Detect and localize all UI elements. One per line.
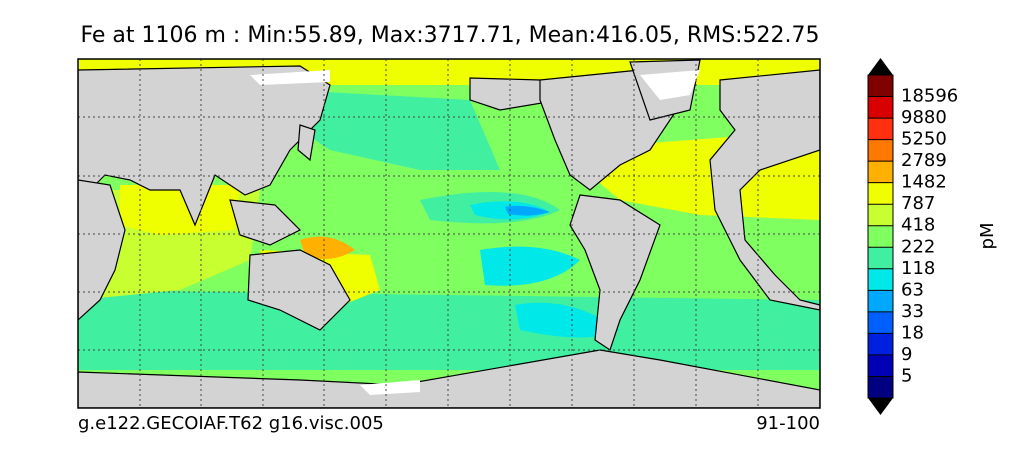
title: Fe at 1106 m : Min:55.89, Max:3717.71, M…	[80, 23, 819, 48]
colorbar-segment	[868, 290, 893, 313]
colorbar-segment	[868, 75, 893, 98]
colorbar-segment	[868, 247, 893, 270]
colorbar-tick-label: 5250	[901, 129, 947, 150]
colorbar-segment	[868, 118, 893, 141]
colorbar-segment	[868, 354, 893, 377]
colorbar-segment	[868, 268, 893, 291]
colorbar-segment	[868, 376, 893, 399]
colorbar-tick-label: 18596	[901, 86, 958, 107]
colorbar-tick-label: 418	[901, 215, 935, 236]
colorbar-segment	[868, 182, 893, 205]
colorbar-segment	[868, 225, 893, 248]
colorbar-tick-label: 9880	[901, 107, 947, 128]
footer-left: g.e122.GECOIAF.T62 g16.visc.005	[78, 413, 384, 434]
colorbar-tick-label: 5	[901, 365, 912, 386]
footer-right: 91-100	[756, 413, 820, 434]
colorbar-tick-label: 1482	[901, 172, 947, 193]
colorbar-segment	[868, 204, 893, 227]
colorbar-tick-label: 2789	[901, 150, 947, 171]
colorbar-tick-label: 9	[901, 344, 912, 365]
colorbar-frame	[867, 74, 894, 399]
colorbar-tick-label: 222	[901, 236, 935, 257]
colorbar-label: pM	[977, 223, 998, 250]
colorbar-segment	[868, 333, 893, 356]
colorbar-segment	[868, 161, 893, 184]
colorbar-tick-label: 18	[901, 322, 924, 343]
colorbar-tick-label: 33	[901, 301, 924, 322]
colorbar-extend-bottom	[868, 398, 893, 415]
colorbar-segment	[868, 311, 893, 334]
colorbar-tick-label: 63	[901, 279, 924, 300]
colorbar-tick-label: 118	[901, 258, 935, 279]
colorbar-tick-label: 787	[901, 193, 935, 214]
colorbar-segment	[868, 96, 893, 119]
map	[77, 58, 821, 409]
colorbar-segment	[868, 139, 893, 162]
colorbar-extend-top	[868, 58, 893, 75]
colorbar: 5918336311822241878714822789525098801859…	[867, 58, 958, 415]
